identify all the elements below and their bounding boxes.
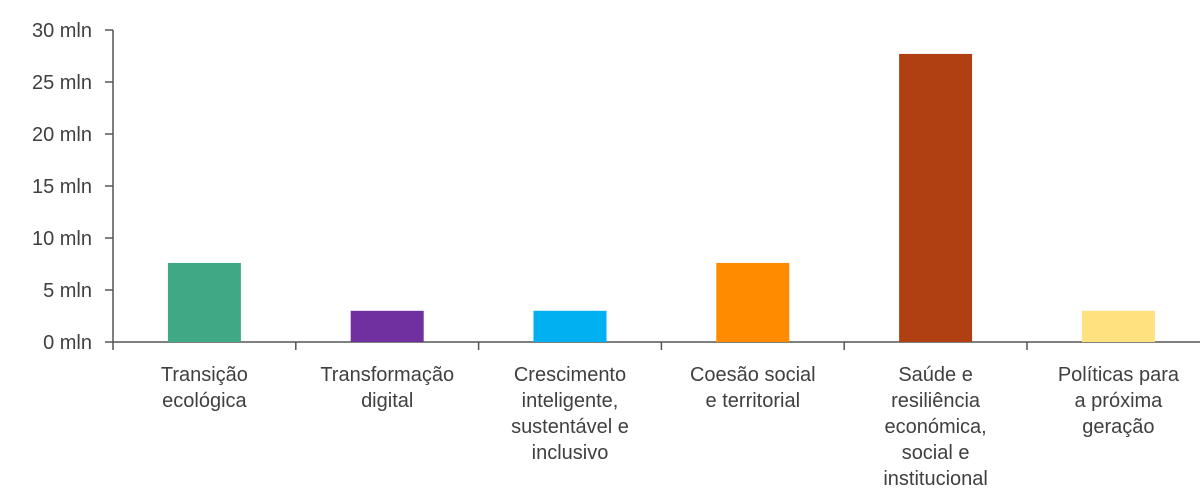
y-tick-label: 10 mln bbox=[32, 228, 92, 250]
bars bbox=[167, 53, 1155, 343]
y-tick-label: 30 mln bbox=[32, 20, 92, 42]
x-category-label-line: económica, bbox=[884, 416, 986, 438]
x-category-label-line: geração bbox=[1082, 416, 1154, 438]
bar bbox=[1081, 310, 1155, 342]
x-category-label-line: Transição bbox=[161, 364, 248, 386]
bar bbox=[533, 310, 607, 342]
x-category-label-line: institucional bbox=[883, 468, 988, 490]
x-axis bbox=[112, 341, 1200, 350]
x-category-label: Crescimento inteligente, sustentável e incl… bbox=[511, 364, 629, 464]
x-category-label-line: digital bbox=[361, 390, 413, 412]
x-category-label: Transição ecológica bbox=[161, 364, 248, 412]
bar bbox=[899, 53, 973, 343]
x-category-label-line: resiliência bbox=[891, 390, 981, 412]
bar bbox=[167, 262, 241, 342]
y-tick-label: 15 mln bbox=[32, 176, 92, 198]
bar bbox=[350, 310, 424, 342]
category-labels: Transição ecológica Transformação digital Cr… bbox=[161, 364, 1180, 490]
x-category-label: Políticas para a próxima geração bbox=[1058, 364, 1180, 438]
x-category-label-line: sustentável e bbox=[511, 416, 629, 438]
bar bbox=[716, 262, 790, 342]
x-category-label-line: social e bbox=[902, 442, 970, 464]
x-category-label: Transformação digital bbox=[320, 364, 454, 412]
x-category-label-line: ecológica bbox=[162, 390, 247, 412]
x-category-label-line: e territorial bbox=[706, 390, 800, 412]
y-tick-label: 20 mln bbox=[32, 124, 92, 146]
x-category-label: Coesão social e territorial bbox=[690, 364, 816, 412]
x-category-label-line: Saúde e bbox=[898, 364, 973, 386]
y-tick-label: 0 mln bbox=[43, 332, 92, 354]
y-tick-label: 25 mln bbox=[32, 72, 92, 94]
x-category-label-line: Transformação bbox=[320, 364, 454, 386]
x-category-label-line: inteligente, bbox=[522, 390, 619, 412]
y-axis: 0 mln 5 mln 10 mln 15 mln 20 mln 25 mln 30 mln bbox=[32, 20, 114, 354]
x-category-label-line: Crescimento bbox=[514, 364, 626, 386]
x-category-label-line: inclusivo bbox=[532, 442, 609, 464]
x-category-label: Saúde e resiliência económica, social e inst… bbox=[883, 364, 988, 490]
x-category-label-line: Políticas para bbox=[1058, 364, 1180, 386]
y-tick-label: 5 mln bbox=[43, 280, 92, 302]
x-category-label-line: a próxima bbox=[1074, 390, 1163, 412]
x-category-label-line: Coesão social bbox=[690, 364, 816, 386]
